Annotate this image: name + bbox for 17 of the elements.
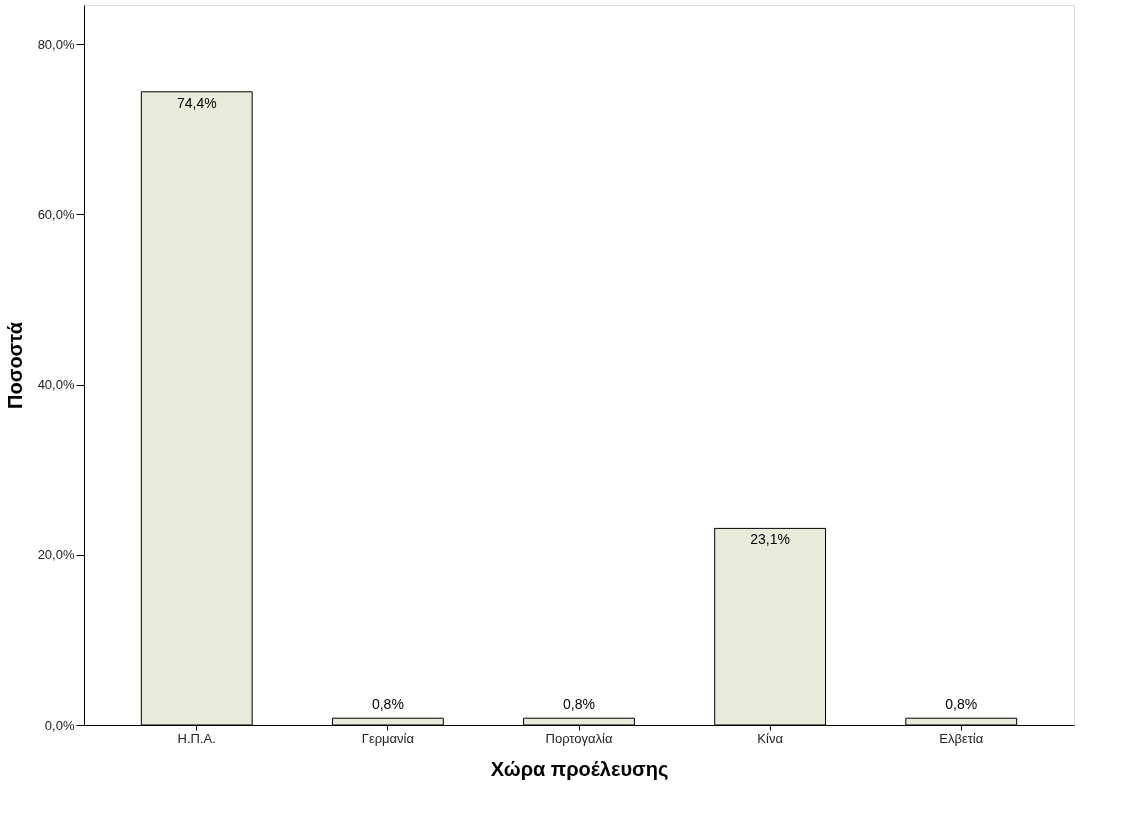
data-label: 0,8% <box>371 696 404 713</box>
x-tick-label: Γερμανία <box>361 730 415 746</box>
y-tick-label: 40,0% <box>37 377 75 393</box>
data-label: 0,8% <box>563 696 595 713</box>
y-tick-label: 20,0% <box>37 547 75 563</box>
x-tick-label: Κίνα <box>757 730 784 746</box>
x-tick-label: Ελβετία <box>939 730 984 746</box>
x-tick-label: Η.Π.Α. <box>177 730 216 746</box>
data-label: 23,1% <box>750 531 790 548</box>
x-tick-label: Πορτογαλία <box>545 730 613 746</box>
y-axis-title: Ποσοστά <box>3 321 26 409</box>
y-tick-label: 80,0% <box>37 36 75 52</box>
y-tick-label: 0,0% <box>44 717 75 733</box>
x-axis-title: Χώρα προέλευσης <box>490 757 669 780</box>
data-label: 74,4% <box>176 94 217 111</box>
y-tick-label: 60,0% <box>37 206 75 222</box>
data-label: 0,8% <box>945 696 978 713</box>
